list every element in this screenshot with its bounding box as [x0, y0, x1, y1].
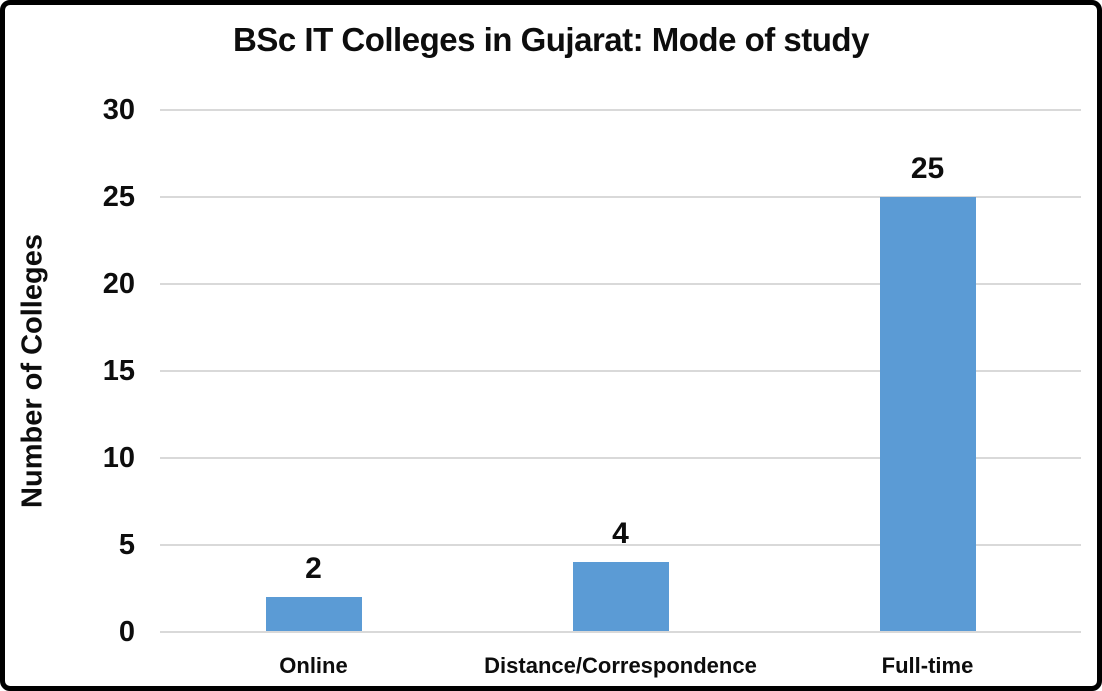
gridline-y-20	[160, 283, 1081, 285]
gridline-y-15	[160, 370, 1081, 372]
y-tick-label-0: 0	[118, 616, 135, 648]
gridline-y-5	[160, 544, 1081, 546]
y-tick-label-10: 10	[102, 442, 135, 474]
bar-online	[265, 597, 362, 631]
y-tick-label-30: 30	[102, 94, 135, 126]
bar-value-label-full-time: 25	[910, 152, 945, 185]
y-tick-label-5: 5	[118, 529, 135, 561]
gridline-y-25	[160, 196, 1081, 198]
x-category-label-full-time: Full-time	[881, 653, 974, 678]
chart-title: BSc IT Colleges in Gujarat: Mode of stud…	[233, 21, 869, 58]
gridline-y-10	[160, 457, 1081, 459]
x-category-label-online: Online	[279, 653, 348, 678]
bar-full-time	[879, 197, 976, 631]
gridline-y-0	[160, 631, 1081, 633]
bar-distance-correspondence	[572, 562, 669, 631]
x-category-label-distance-correspondence: Distance/Correspondence	[484, 653, 757, 678]
bar-value-label-online: 2	[305, 552, 322, 586]
gridline-y-30	[160, 109, 1081, 111]
y-tick-label-15: 15	[102, 355, 135, 387]
y-tick-label-20: 20	[102, 268, 135, 300]
bar-value-label-distance-correspondence: 4	[612, 517, 629, 551]
y-tick-label-25: 25	[102, 181, 135, 213]
